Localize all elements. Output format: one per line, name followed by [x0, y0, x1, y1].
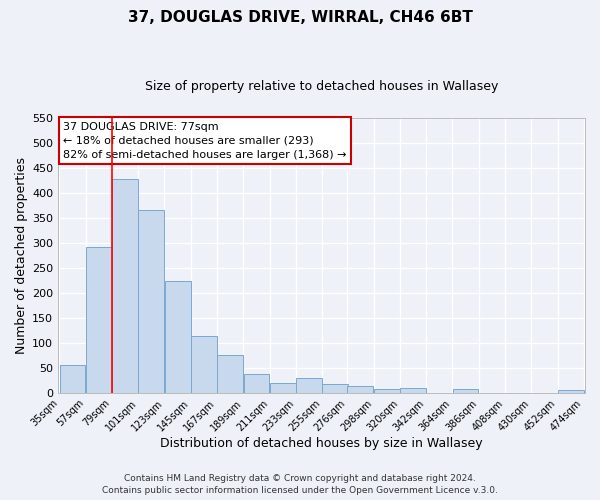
Text: Contains HM Land Registry data © Crown copyright and database right 2024.
Contai: Contains HM Land Registry data © Crown c…: [102, 474, 498, 495]
Bar: [400, 388, 426, 393]
X-axis label: Distribution of detached houses by size in Wallasey: Distribution of detached houses by size …: [160, 437, 483, 450]
Bar: [244, 374, 269, 393]
Title: Size of property relative to detached houses in Wallasey: Size of property relative to detached ho…: [145, 80, 498, 93]
Bar: [191, 336, 217, 393]
Bar: [296, 378, 322, 393]
Text: 37 DOUGLAS DRIVE: 77sqm
← 18% of detached houses are smaller (293)
82% of semi-d: 37 DOUGLAS DRIVE: 77sqm ← 18% of detache…: [64, 122, 347, 160]
Bar: [164, 281, 191, 393]
Bar: [322, 384, 348, 393]
Bar: [374, 389, 400, 393]
Text: 37, DOUGLAS DRIVE, WIRRAL, CH46 6BT: 37, DOUGLAS DRIVE, WIRRAL, CH46 6BT: [128, 10, 472, 25]
Bar: [112, 179, 138, 393]
Bar: [217, 356, 243, 393]
Bar: [139, 210, 164, 393]
Bar: [86, 248, 112, 393]
Bar: [558, 390, 584, 393]
Y-axis label: Number of detached properties: Number of detached properties: [15, 157, 28, 354]
Bar: [59, 366, 85, 393]
Bar: [270, 383, 296, 393]
Bar: [452, 389, 478, 393]
Bar: [347, 386, 373, 393]
